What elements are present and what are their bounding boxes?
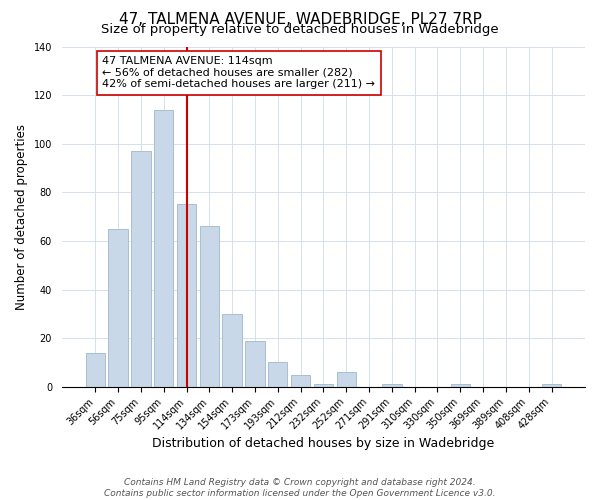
Bar [200,226,219,386]
Y-axis label: Number of detached properties: Number of detached properties [15,124,28,310]
Bar [314,384,333,386]
Text: 47 TALMENA AVENUE: 114sqm
← 56% of detached houses are smaller (282)
42% of semi: 47 TALMENA AVENUE: 114sqm ← 56% of detac… [102,56,375,90]
X-axis label: Distribution of detached houses by size in Wadebridge: Distribution of detached houses by size … [152,437,494,450]
Bar [86,352,105,386]
Text: Size of property relative to detached houses in Wadebridge: Size of property relative to detached ho… [101,22,499,36]
Bar [131,151,151,386]
Bar [109,229,128,386]
Bar [291,374,310,386]
Text: 47, TALMENA AVENUE, WADEBRIDGE, PL27 7RP: 47, TALMENA AVENUE, WADEBRIDGE, PL27 7RP [119,12,481,28]
Bar [382,384,401,386]
Bar [177,204,196,386]
Bar [223,314,242,386]
Bar [245,340,265,386]
Bar [154,110,173,386]
Bar [451,384,470,386]
Bar [542,384,561,386]
Bar [337,372,356,386]
Text: Contains HM Land Registry data © Crown copyright and database right 2024.
Contai: Contains HM Land Registry data © Crown c… [104,478,496,498]
Bar [268,362,287,386]
